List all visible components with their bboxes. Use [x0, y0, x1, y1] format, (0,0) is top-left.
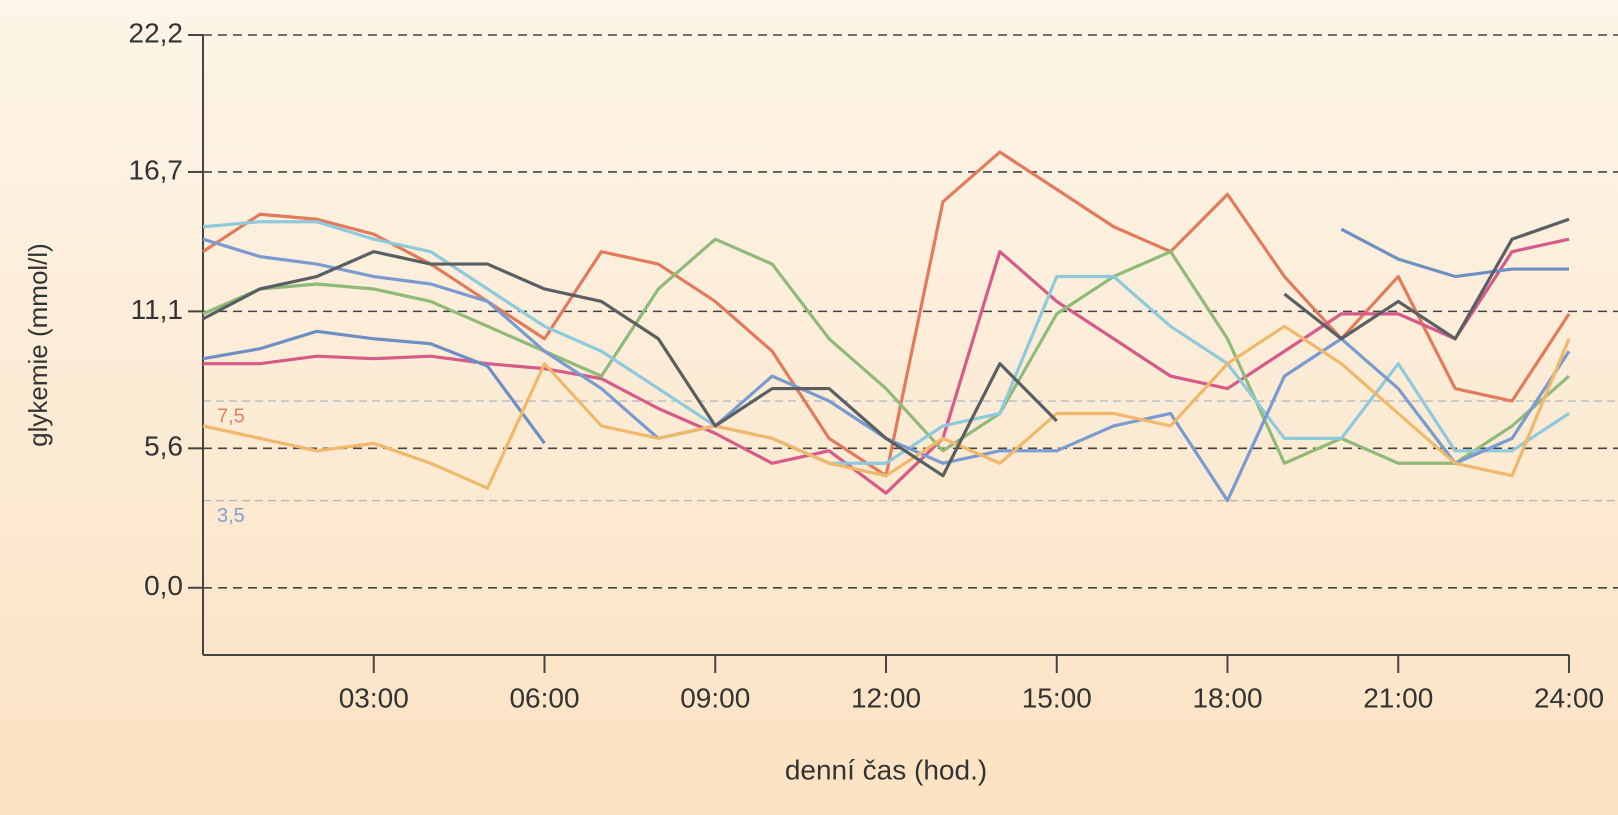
x-tick-label: 03:00 — [339, 682, 409, 713]
series-line — [202, 324, 1571, 490]
x-tick-label: 15:00 — [1022, 682, 1092, 713]
y-tick-label: 5,6 — [144, 431, 183, 462]
x-tick-label: 09:00 — [680, 682, 750, 713]
series-line — [202, 227, 1569, 445]
x-axis-label: denní čas (hod.) — [785, 754, 987, 785]
x-tick-label: 06:00 — [509, 682, 579, 713]
series-line — [202, 237, 1571, 465]
series-line — [202, 217, 1570, 478]
y-tick-label: 11,1 — [131, 294, 183, 325]
x-tick-label: 24:00 — [1534, 682, 1604, 713]
x-tick-label: 18:00 — [1192, 682, 1262, 713]
x-tick-label: 12:00 — [851, 682, 921, 713]
y-axis-label: glykemie (mmol/l) — [23, 243, 53, 447]
y-tick-label: 0,0 — [144, 570, 183, 601]
reference-label: 3,5 — [217, 505, 245, 527]
y-tick-label: 22,2 — [129, 17, 184, 48]
reference-label: 7,5 — [217, 405, 245, 427]
y-tick-label: 16,7 — [129, 154, 184, 185]
series-line — [202, 220, 1570, 465]
series-line — [203, 237, 1570, 495]
x-tick-label: 21:00 — [1363, 682, 1433, 713]
